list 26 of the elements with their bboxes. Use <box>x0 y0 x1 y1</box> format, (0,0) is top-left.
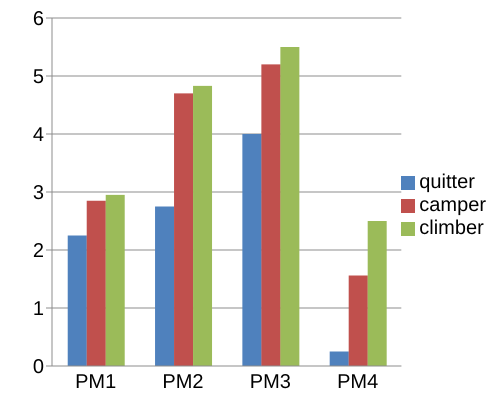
y-tick-label: 0 <box>32 356 44 378</box>
bar <box>193 86 212 366</box>
y-tick-label: 3 <box>32 182 44 204</box>
bar <box>242 134 262 366</box>
legend-label: quitter <box>419 170 475 192</box>
x-tick-label: PM4 <box>337 371 378 394</box>
y-tick-label: 6 <box>32 8 44 30</box>
x-tick-label: PM1 <box>75 371 116 394</box>
bar <box>261 64 280 366</box>
bar <box>330 352 349 366</box>
bar <box>106 194 125 366</box>
bar <box>280 47 300 366</box>
bar <box>348 276 368 366</box>
bar <box>155 206 174 366</box>
bar <box>174 93 194 366</box>
y-tick-label: 1 <box>32 298 44 320</box>
bar <box>68 236 87 366</box>
legend-label: camper <box>419 194 486 216</box>
y-tick-label: 2 <box>32 240 44 262</box>
legend-label: climber <box>419 216 484 238</box>
bar <box>86 200 106 366</box>
x-tick-label: PM3 <box>250 371 291 394</box>
bar <box>368 221 387 366</box>
y-tick-label: 4 <box>32 124 44 146</box>
x-tick-label: PM2 <box>162 371 204 394</box>
y-tick-label: 5 <box>32 66 44 88</box>
